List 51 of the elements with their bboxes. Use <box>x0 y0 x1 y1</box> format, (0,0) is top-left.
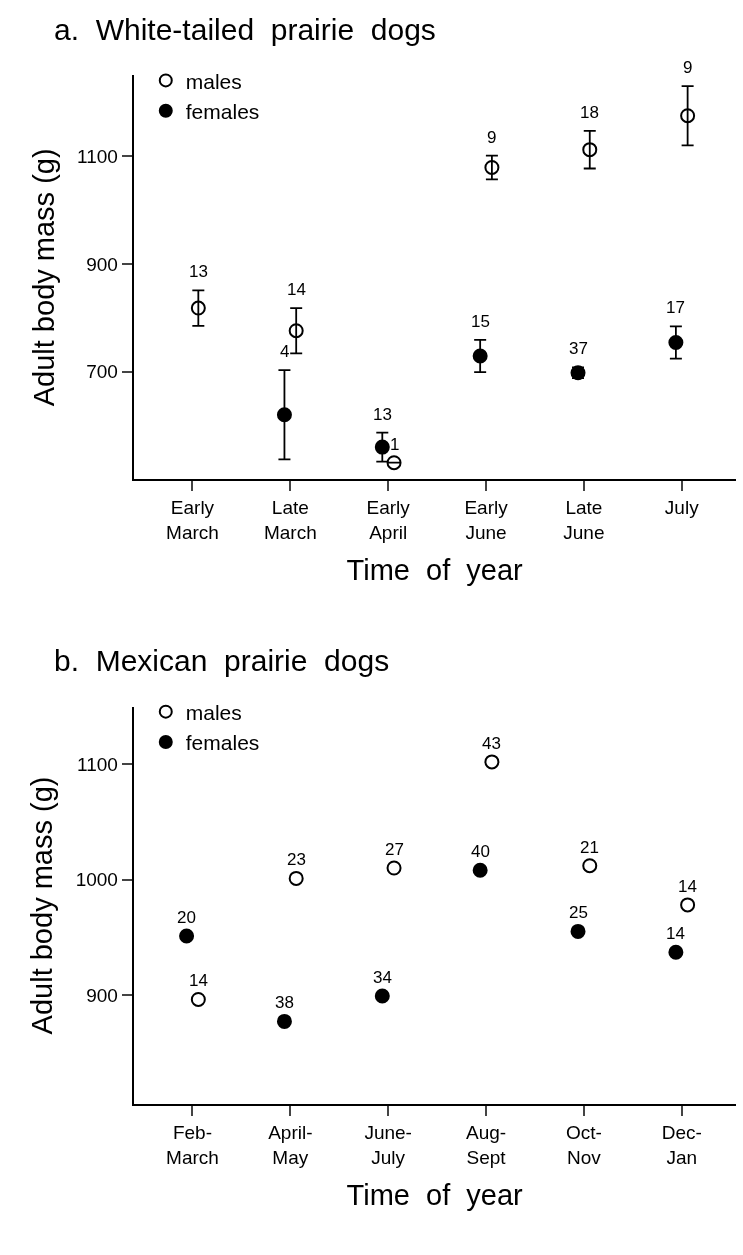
annotation: 1 <box>390 435 400 454</box>
x-tick-label: April- May <box>268 1122 313 1168</box>
chart-title: a. White-tailed prairie dogs <box>54 13 436 46</box>
chart-title: b. Mexican prairie dogs <box>54 644 390 677</box>
y-axis-title: Adult body mass (g) <box>27 148 60 407</box>
annotation: 17 <box>666 298 685 317</box>
y-tick-label: 900 <box>86 984 118 1006</box>
annotation: 14 <box>189 971 208 990</box>
y-tick-label: 1100 <box>77 145 118 167</box>
annotation: 13 <box>373 405 392 424</box>
annotation: 9 <box>487 128 497 147</box>
x-axis-title: Time of year <box>346 554 524 587</box>
x-tick-label: June- July <box>364 1122 412 1168</box>
legend-label: males <box>185 69 242 93</box>
annotation: 18 <box>580 103 599 122</box>
y-tick-label: 700 <box>86 361 118 383</box>
x-tick-label: July <box>664 497 700 519</box>
annotation: 4 <box>280 342 290 361</box>
annotation: 37 <box>569 339 588 358</box>
y-tick-label: 900 <box>86 253 118 275</box>
legend-label: males <box>185 700 242 724</box>
annotation: 15 <box>471 312 490 331</box>
x-tick-label: Early March <box>166 497 219 543</box>
x-tick-label: Early April <box>366 497 411 543</box>
annotation: 14 <box>666 924 685 943</box>
annotation: 14 <box>287 280 306 299</box>
x-tick-label: Late March <box>263 497 317 543</box>
annotation: 14 <box>678 877 697 896</box>
x-tick-label: Oct- Nov <box>565 1122 602 1168</box>
annotation: 34 <box>373 968 392 987</box>
y-tick-label: 1100 <box>77 753 118 775</box>
annotation: 21 <box>580 838 599 857</box>
legend-label: females <box>185 731 260 755</box>
x-tick-label: Aug- Sept <box>465 1122 507 1168</box>
annotation: 23 <box>287 850 306 869</box>
annotation: 43 <box>482 734 501 753</box>
annotation: 9 <box>683 58 693 77</box>
x-tick-label: Late June <box>563 497 605 543</box>
annotation: 40 <box>471 842 490 861</box>
annotation: 27 <box>385 840 404 859</box>
x-tick-label: Feb- March <box>166 1122 219 1168</box>
legend-label: females <box>185 99 260 123</box>
annotation: 25 <box>569 903 588 922</box>
annotation: 38 <box>275 993 294 1012</box>
annotation: 13 <box>189 262 208 281</box>
x-tick-label: Dec- Jan <box>661 1122 702 1168</box>
x-tick-label: Early June <box>464 497 509 543</box>
y-tick-label: 1000 <box>75 869 118 891</box>
y-axis-title: Adult body mass (g) <box>26 776 59 1035</box>
annotation: 20 <box>177 908 196 927</box>
x-axis-title: Time of year <box>346 1179 524 1212</box>
